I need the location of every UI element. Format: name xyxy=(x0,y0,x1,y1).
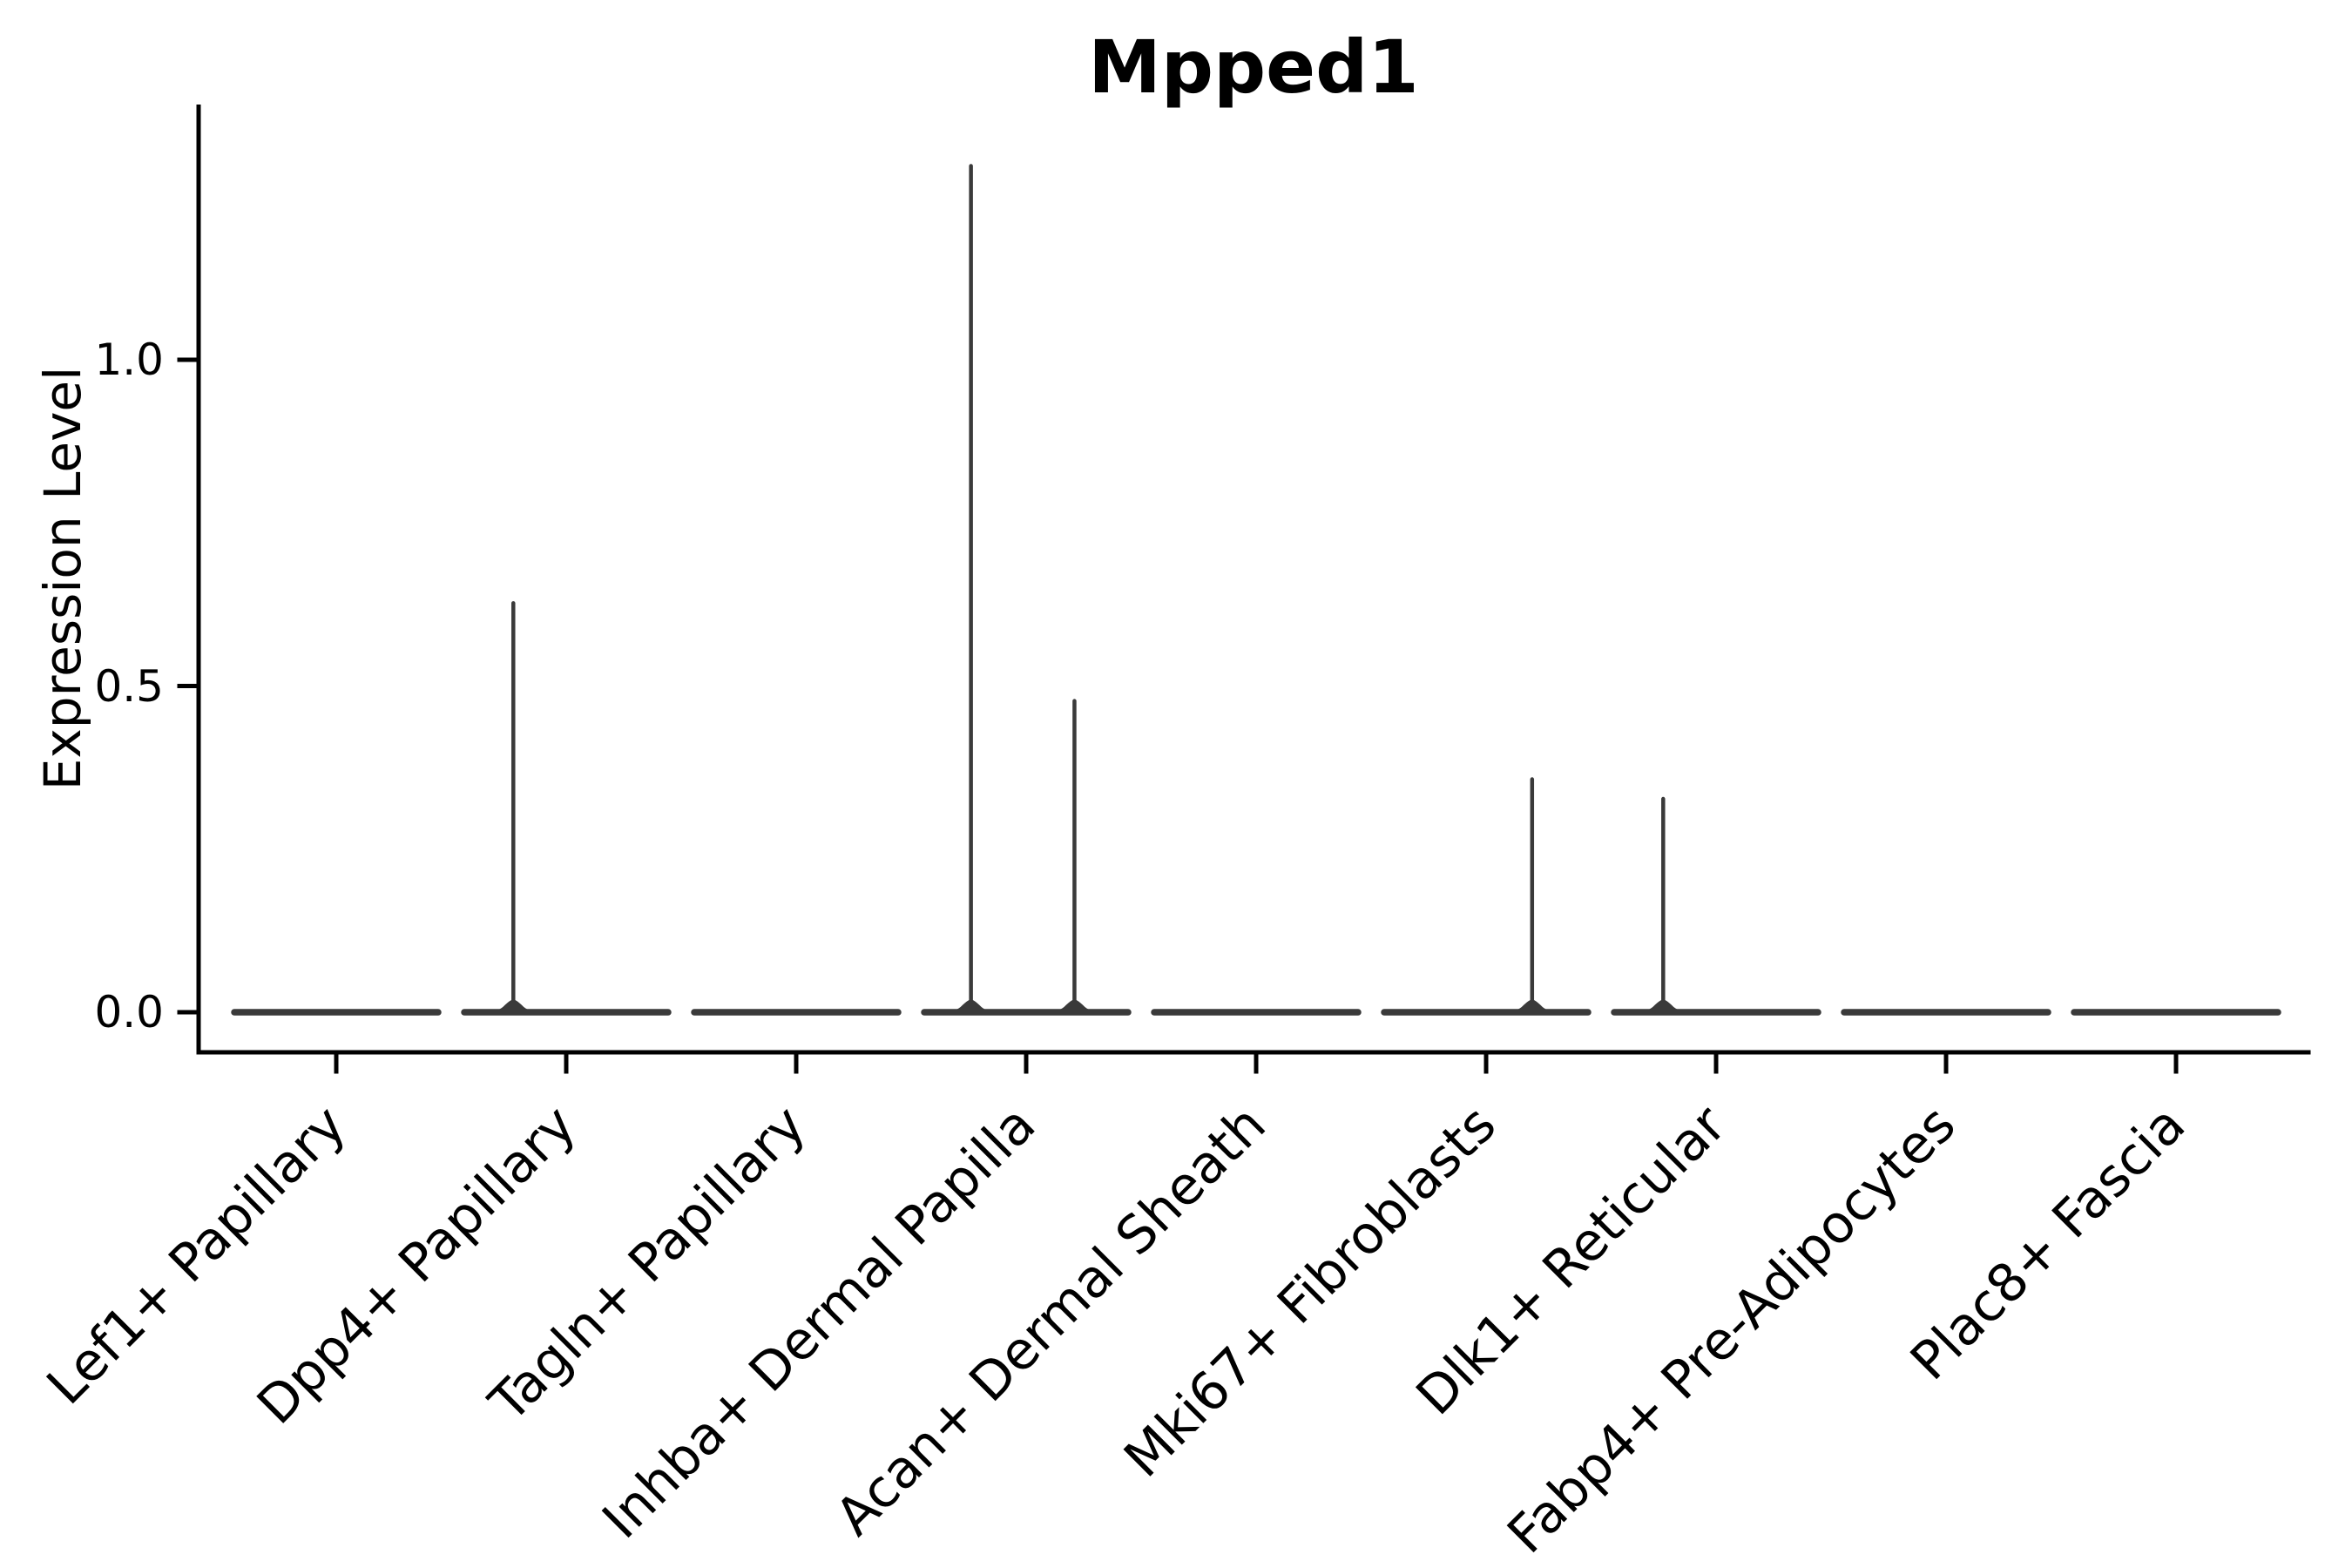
x-tick-mark xyxy=(564,1054,569,1074)
x-tick-mark xyxy=(1713,1054,1719,1074)
x-tick-mark xyxy=(1943,1054,1949,1074)
x-tick-mark xyxy=(1024,1054,1029,1074)
y-tick-label-1.0: 1.0 xyxy=(94,335,164,385)
y-tick-mark xyxy=(177,684,197,688)
y-tick-label-0.0: 0.0 xyxy=(94,987,164,1037)
x-tick-mark xyxy=(1484,1054,1489,1074)
y-tick-mark xyxy=(177,1010,197,1015)
y-axis-spine xyxy=(196,105,201,1055)
y-tick-mark xyxy=(177,357,197,362)
x-tick-mark xyxy=(794,1054,799,1074)
x-axis-spine xyxy=(196,1050,2311,1055)
x-tick-mark xyxy=(334,1054,339,1074)
x-tick-mark xyxy=(2173,1054,2179,1074)
y-tick-label-0.5: 0.5 xyxy=(94,661,164,712)
plot-title: Mpped1 xyxy=(1088,24,1419,110)
x-tick-mark xyxy=(1254,1054,1259,1074)
